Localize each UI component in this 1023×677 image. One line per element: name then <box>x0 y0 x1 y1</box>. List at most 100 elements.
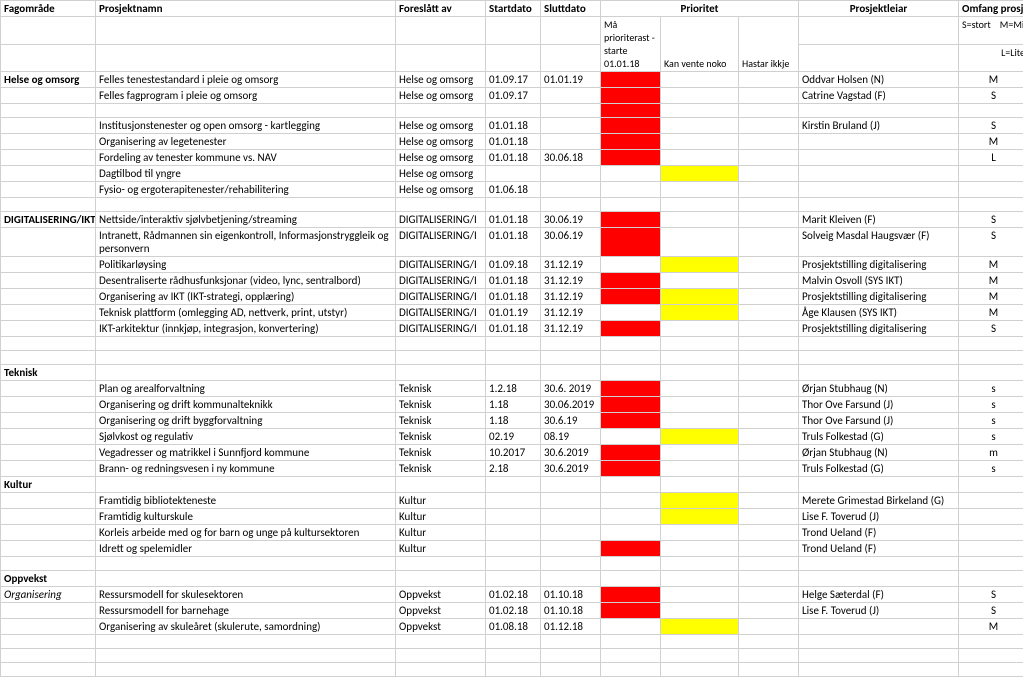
cell-prioritet-2[interactable] <box>661 182 739 198</box>
cell-prioritet-2[interactable] <box>661 493 739 509</box>
cell-startdato[interactable]: 01.01.18 <box>486 321 541 337</box>
cell-prosjektnamn[interactable]: Desentraliserte rådhusfunksjonar (video,… <box>96 273 396 289</box>
header-foreslatt[interactable]: Foreslått av <box>396 1 486 17</box>
cell-sluttdato[interactable]: 31.12.19 <box>541 321 601 337</box>
cell-sluttdato[interactable]: 30.06.18 <box>541 150 601 166</box>
cell-sluttdato[interactable]: 30.06.2019 <box>541 397 601 413</box>
cell-foreslatt[interactable] <box>396 635 486 649</box>
cell-sluttdato[interactable]: 30.6.2019 <box>541 445 601 461</box>
cell[interactable] <box>396 44 486 72</box>
cell-prioritet-2[interactable] <box>661 212 739 228</box>
cell-prioritet-1[interactable] <box>601 351 661 365</box>
cell-foreslatt[interactable]: Helse og omsorg <box>396 150 486 166</box>
cell-prioritet-1[interactable] <box>601 118 661 134</box>
cell-startdato[interactable]: 01.01.18 <box>486 289 541 305</box>
cell-prosjektnamn[interactable]: Organisering og drift kommunalteknikk <box>96 397 396 413</box>
cell-prioritet-2[interactable] <box>661 557 739 571</box>
cell-prioritet-3[interactable] <box>739 365 799 381</box>
cell[interactable] <box>396 17 486 45</box>
cell-fagomrade[interactable] <box>1 273 96 289</box>
cell-prioritet-2[interactable] <box>661 321 739 337</box>
cell-prioritet-1[interactable] <box>601 557 661 571</box>
cell-prioritet-2[interactable] <box>661 72 739 88</box>
cell-startdato[interactable]: 01.01.18 <box>486 118 541 134</box>
cell-sluttdato[interactable]: 30.6. 2019 <box>541 381 601 397</box>
cell[interactable] <box>1 44 96 72</box>
cell-prioritet-3[interactable] <box>739 182 799 198</box>
cell-fagomrade[interactable]: DIGITALISERING/IKT <box>1 212 96 228</box>
cell[interactable] <box>1 17 96 45</box>
cell-prosjektleiar[interactable]: Trond Ueland (F) <box>799 541 959 557</box>
cell-sluttdato[interactable] <box>541 541 601 557</box>
cell-prioritet-3[interactable] <box>739 571 799 587</box>
cell-omfang[interactable]: m <box>959 445 1023 461</box>
cell-foreslatt[interactable] <box>396 571 486 587</box>
cell[interactable] <box>96 17 396 45</box>
cell-omfang[interactable]: S <box>959 587 1023 603</box>
cell-sluttdato[interactable] <box>541 663 601 677</box>
cell-foreslatt[interactable]: Oppvekst <box>396 619 486 635</box>
cell-prioritet-2[interactable] <box>661 198 739 212</box>
cell-prosjektnamn[interactable]: IKT-arkitektur (innkjøp, integrasjon, ko… <box>96 321 396 337</box>
cell-startdato[interactable] <box>486 337 541 351</box>
header-omfang[interactable]: Omfang prosjek <box>959 1 1023 17</box>
cell-prioritet-1[interactable] <box>601 509 661 525</box>
cell-startdato[interactable] <box>486 541 541 557</box>
cell-prioritet-2[interactable] <box>661 461 739 477</box>
cell-fagomrade[interactable]: Helse og omsorg <box>1 72 96 88</box>
cell-prioritet-2[interactable] <box>661 649 739 663</box>
cell-foreslatt[interactable]: Teknisk <box>396 461 486 477</box>
cell[interactable] <box>486 44 541 72</box>
cell-startdato[interactable]: 01.01.18 <box>486 212 541 228</box>
cell-prioritet-3[interactable] <box>739 557 799 571</box>
cell-foreslatt[interactable]: DIGITALISERING/I <box>396 289 486 305</box>
cell-prioritet-1[interactable] <box>601 88 661 104</box>
cell-foreslatt[interactable] <box>396 477 486 493</box>
cell-startdato[interactable]: 01.02.18 <box>486 587 541 603</box>
cell-prosjektleiar[interactable]: Lise F. Toverud (J) <box>799 509 959 525</box>
cell-prosjektnamn[interactable]: Politikarløysing <box>96 257 396 273</box>
cell-foreslatt[interactable] <box>396 649 486 663</box>
cell-fagomrade[interactable] <box>1 166 96 182</box>
cell-foreslatt[interactable]: DIGITALISERING/I <box>396 212 486 228</box>
cell-startdato[interactable] <box>486 571 541 587</box>
cell-prioritet-2[interactable] <box>661 118 739 134</box>
cell-prosjektleiar[interactable]: Thor Ove Farsund (J) <box>799 413 959 429</box>
cell-omfang[interactable]: S <box>959 603 1023 619</box>
cell-prosjektleiar[interactable] <box>799 198 959 212</box>
cell-startdato[interactable]: 10.2017 <box>486 445 541 461</box>
cell-prioritet-3[interactable] <box>739 289 799 305</box>
cell-fagomrade[interactable] <box>1 305 96 321</box>
cell-prioritet-1[interactable] <box>601 649 661 663</box>
cell-fagomrade[interactable] <box>1 150 96 166</box>
cell-foreslatt[interactable]: DIGITALISERING/I <box>396 305 486 321</box>
cell-prioritet-3[interactable] <box>739 228 799 257</box>
cell[interactable] <box>799 44 959 72</box>
cell-prioritet-3[interactable] <box>739 649 799 663</box>
cell-omfang[interactable]: s <box>959 413 1023 429</box>
cell-prioritet-2[interactable] <box>661 635 739 649</box>
cell-fagomrade[interactable] <box>1 134 96 150</box>
cell-prioritet-2[interactable] <box>661 337 739 351</box>
cell-startdato[interactable] <box>486 663 541 677</box>
cell-startdato[interactable] <box>486 509 541 525</box>
cell-prioritet-1[interactable] <box>601 337 661 351</box>
cell-prioritet-1[interactable] <box>601 381 661 397</box>
cell-prioritet-2[interactable] <box>661 477 739 493</box>
cell-omfang[interactable] <box>959 477 1023 493</box>
cell-prioritet-1[interactable] <box>601 635 661 649</box>
cell-prioritet-1[interactable] <box>601 477 661 493</box>
cell-prioritet-2[interactable] <box>661 619 739 635</box>
cell-prosjektnamn[interactable]: Fysio- og ergoterapitenester/rehabiliter… <box>96 182 396 198</box>
cell-fagomrade[interactable] <box>1 397 96 413</box>
cell-prosjektleiar[interactable]: Oddvar Holsen (N) <box>799 72 959 88</box>
cell-omfang[interactable]: L <box>959 150 1023 166</box>
cell-omfang[interactable]: M <box>959 134 1023 150</box>
cell-fagomrade[interactable] <box>1 603 96 619</box>
cell-prosjektleiar[interactable]: Helge Sæterdal (F) <box>799 587 959 603</box>
cell-prosjektleiar[interactable]: Truls Folkestad (G) <box>799 429 959 445</box>
cell-prosjektnamn[interactable] <box>96 365 396 381</box>
cell-fagomrade[interactable] <box>1 429 96 445</box>
cell-prioritet-1[interactable] <box>601 429 661 445</box>
cell-prioritet-2[interactable] <box>661 525 739 541</box>
